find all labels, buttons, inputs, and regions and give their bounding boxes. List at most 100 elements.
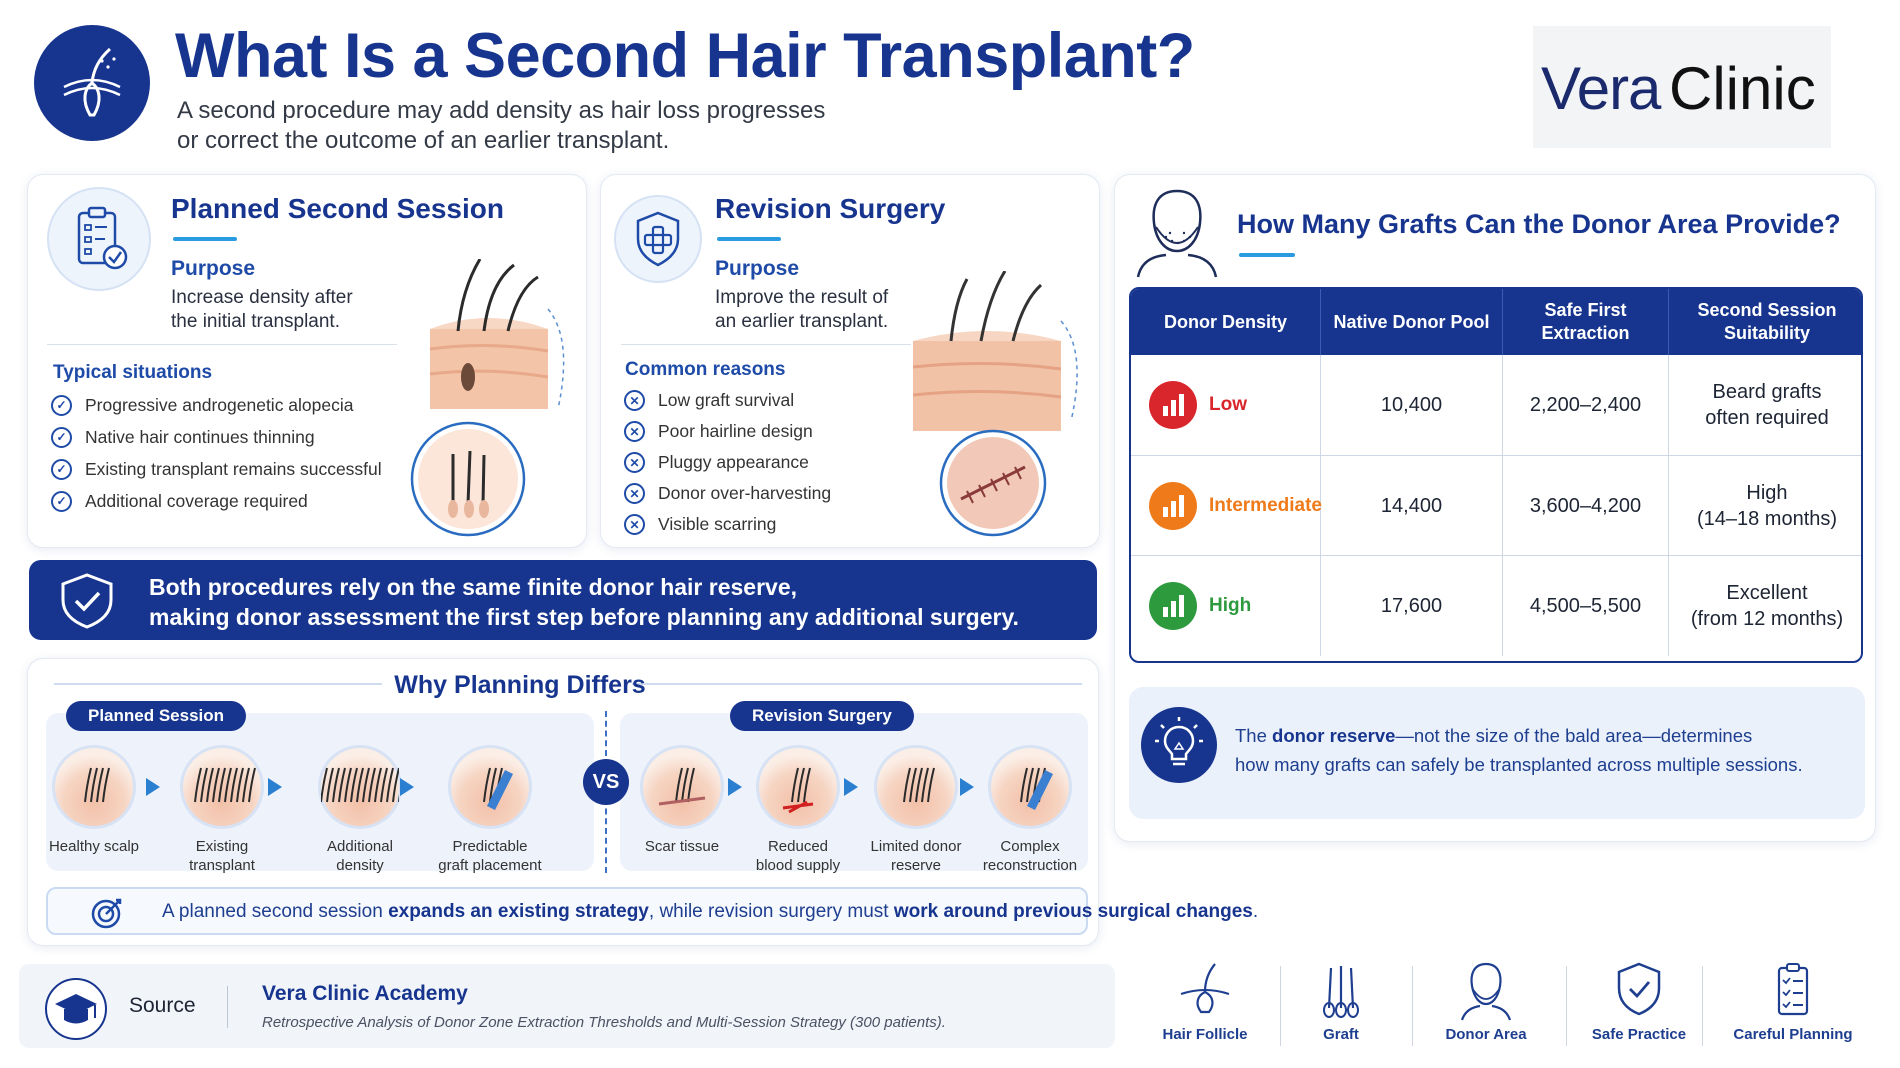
footer-icon-label: Graft: [1323, 1026, 1359, 1043]
page-title: What Is a Second Hair Transplant?: [175, 21, 1195, 91]
revision-surgery-card: Revision Surgery Purpose Improve the res…: [600, 174, 1100, 548]
brand-logo-clinic: Clinic: [1669, 55, 1816, 122]
donor-area-icon: [1460, 962, 1512, 1021]
planned-purpose-line1: Increase density after: [171, 287, 353, 308]
footer-icon-label: Hair Follicle: [1162, 1026, 1248, 1043]
donor-pool-cell: 17,600: [1321, 556, 1503, 656]
header-logo-icon: [34, 25, 150, 141]
arrow-right-icon: [844, 778, 858, 796]
donor-title: How Many Grafts Can the Donor Area Provi…: [1237, 209, 1841, 239]
x-circle-icon: ✕: [624, 390, 645, 411]
graduation-cap-icon: [45, 978, 107, 1040]
list-item: ✕ Low graft survival: [624, 385, 831, 416]
planned-step-label: Existing transplant: [189, 838, 255, 874]
footer-icon-label: Careful Planning: [1733, 1026, 1853, 1043]
list-item: ✓ Native hair continues thinning: [51, 421, 382, 453]
donor-note-line1: The donor reserve—not the size of the ba…: [1235, 725, 1753, 746]
density-bar-chart-icon: [1149, 582, 1197, 630]
table-header-cell: Native Donor Pool: [1321, 289, 1503, 355]
suitability-cell: Beard grafts often required: [1705, 381, 1829, 429]
revision-purpose-line2: an earlier transplant.: [715, 311, 889, 332]
footer-icon-label: Donor Area: [1445, 1026, 1527, 1043]
check-icon: ✓: [51, 458, 72, 480]
footer-separator: [1702, 966, 1703, 1046]
planned-title-underline: [173, 237, 237, 241]
graft-icon: [1323, 966, 1359, 1018]
planned-list: ✓ Progressive androgenetic alopecia ✓ Nati…: [51, 389, 382, 517]
clipboard-checklist-icon: [1777, 963, 1809, 1016]
planned-step-label: Additional density: [327, 838, 393, 874]
planned-session-pill: Planned Session: [66, 701, 247, 731]
revision-list-title: Common reasons: [625, 359, 786, 380]
planned-divider: [47, 344, 397, 345]
hair-follicle-icon: [1180, 963, 1230, 1014]
revision-step-4-illustration: [988, 745, 1072, 829]
planned-step-3-illustration: [318, 745, 406, 829]
planned-purpose-label: Purpose: [171, 257, 256, 280]
table-header-cell: Safe First Extraction: [1503, 289, 1669, 355]
table-row: Low 10,400 2,200–2,400 Beard grafts often re…: [1131, 355, 1861, 455]
arrow-right-icon: [400, 778, 414, 796]
source-title: Vera Clinic Academy: [262, 982, 468, 1005]
list-item: ✕ Visible scarring: [624, 509, 831, 540]
donor-reserve-banner: Both procedures rely on the same finite …: [29, 560, 1097, 640]
shield-check-icon: [1617, 962, 1661, 1016]
x-circle-icon: ✕: [624, 514, 645, 535]
footer-donor-area: Donor Area: [1426, 960, 1546, 1043]
list-item: ✓ Progressive androgenetic alopecia: [51, 389, 382, 421]
brand-logo: Vera Clinic: [1533, 26, 1831, 148]
planned-step-label: Predictable graft placement: [438, 838, 542, 874]
target-icon: [90, 896, 126, 935]
page-subtitle-line1: A second procedure may add density as ha…: [177, 97, 826, 124]
arrow-right-icon: [728, 778, 742, 796]
extraction-cell: 3,600–4,200: [1503, 456, 1669, 556]
revision-title-underline: [717, 237, 781, 241]
x-circle-icon: ✕: [624, 483, 645, 504]
suitability-cell: Excellent (from 12 months): [1690, 582, 1844, 630]
density-bar-chart-icon: [1149, 482, 1197, 530]
x-circle-icon: ✕: [624, 421, 645, 442]
footer-safe-practice: Safe Practice: [1574, 960, 1704, 1043]
list-item: ✕ Pluggy appearance: [624, 447, 831, 478]
planning-title: Why Planning Differs: [394, 671, 646, 699]
planning-title-rule-left: [54, 683, 382, 685]
revision-purpose-label: Purpose: [715, 257, 800, 280]
vs-badge: VS: [583, 759, 629, 805]
suitability-cell: High (14–18 months): [1696, 482, 1838, 530]
lightbulb-icon: [1141, 707, 1217, 783]
table-header-row: Donor Density Native Donor Pool Safe Fir…: [1131, 289, 1861, 355]
revision-divider: [621, 344, 911, 345]
table-row: Intermediate 14,400 3,600–4,200 High (14–18 …: [1131, 455, 1861, 556]
planned-title: Planned Second Session: [171, 193, 504, 224]
scar-skin-illustration: [901, 270, 1091, 541]
revision-step-3-illustration: [874, 745, 958, 829]
planning-title-rule-right: [632, 683, 1082, 685]
footer-separator: [1566, 966, 1567, 1046]
shield-check-icon: [57, 572, 117, 635]
planned-step-1-illustration: [52, 745, 136, 829]
donor-pool-cell: 14,400: [1321, 456, 1503, 556]
planning-summary-text: A planned second session expands an exis…: [162, 901, 1259, 922]
density-label: High: [1209, 595, 1252, 616]
list-item: ✓ Existing transplant remains successful: [51, 453, 382, 485]
revision-title: Revision Surgery: [715, 193, 946, 224]
footer-careful-planning: Careful Planning: [1718, 960, 1868, 1043]
revision-list: ✕ Low graft survival ✕ Poor hairline desig…: [624, 385, 831, 540]
banner-line1: Both procedures rely on the same finite …: [149, 574, 798, 600]
planned-step-4-illustration: [448, 745, 532, 829]
banner-line2: making donor assessment the first step b…: [149, 604, 1019, 630]
table-header-cell: Donor Density: [1131, 289, 1321, 355]
arrow-right-icon: [146, 778, 160, 796]
footer-separator: [1412, 966, 1413, 1046]
revision-step-label: Scar tissue: [644, 838, 720, 855]
list-item: ✕ Poor hairline design: [624, 416, 831, 447]
planning-summary: A planned second session expands an exis…: [46, 887, 1258, 935]
revision-step-label: Complex reconstruction: [982, 838, 1078, 874]
extraction-cell: 4,500–5,500: [1503, 556, 1669, 656]
planned-list-title: Typical situations: [53, 362, 213, 383]
revision-step-1-illustration: [640, 745, 724, 829]
table-header-cell: Second Session Suitability: [1697, 300, 1837, 343]
check-icon: ✓: [51, 426, 72, 448]
density-bar-chart-icon: [1149, 381, 1197, 429]
extraction-cell: 2,200–2,400: [1503, 355, 1669, 455]
